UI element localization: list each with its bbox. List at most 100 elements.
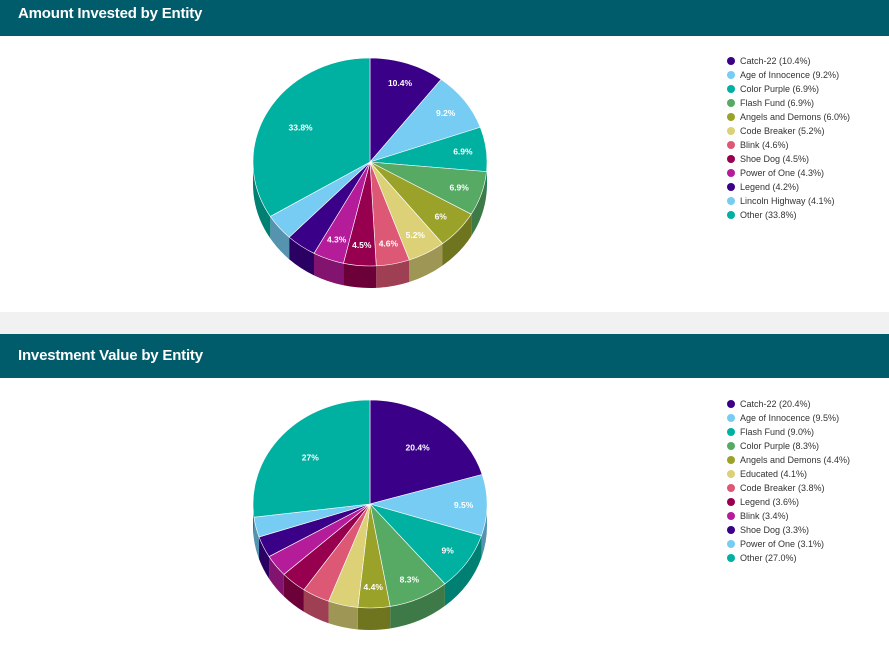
data-label-catch-22: 10.4%: [388, 78, 413, 88]
legend-swatch: [727, 484, 735, 492]
legend-item-color-purple[interactable]: Color Purple (8.3%): [727, 439, 850, 453]
pie-side-legend: [283, 574, 304, 612]
legend-swatch: [727, 57, 735, 65]
legend-label: Color Purple (6.9%): [740, 84, 820, 94]
legend-item-code-breaker[interactable]: Code Breaker (3.8%): [727, 481, 850, 495]
amount-invested-pie-chart: 10.4% 9.2% 6.9% 6.9% 6% 5.2% 4.6% 4.5% 4.3% 33.8%: [252, 58, 488, 288]
legend-swatch: [727, 211, 735, 219]
legend-swatch: [727, 155, 735, 163]
data-label-age-of-innocence: 9.2%: [436, 108, 456, 118]
data-label-shoe-dog: 4.5%: [352, 240, 372, 250]
amount-invested-panel: Amount Invested by Entity 10.4% 9.2% 6.9% 6…: [0, 0, 889, 312]
legend-swatch: [727, 183, 735, 191]
legend-swatch: [727, 456, 735, 464]
legend-item-legend[interactable]: Legend (3.6%): [727, 495, 850, 509]
legend-label: Blink (4.6%): [740, 140, 789, 150]
legend-swatch: [727, 99, 735, 107]
legend-item-angels-and-demons[interactable]: Angels and Demons (4.4%): [727, 453, 850, 467]
data-label-other: 33.8%: [289, 122, 314, 132]
legend-swatch: [727, 141, 735, 149]
legend-label: Code Breaker (3.8%): [740, 483, 825, 493]
pie-slice-catch-22[interactable]: [369, 400, 483, 505]
legend-label: Age of Innocence (9.2%): [740, 70, 840, 80]
legend-item-code-breaker[interactable]: Code Breaker (5.2%): [727, 124, 850, 138]
pie-side-code-breaker: [409, 243, 443, 282]
pie-slice-catch-22[interactable]: [369, 58, 442, 163]
legend-label: Code Breaker (5.2%): [740, 126, 825, 136]
pie-side-power-of-one: [253, 517, 260, 559]
legend-label: Blink (3.4%): [740, 511, 789, 521]
legend-item-power-of-one[interactable]: Power of One (3.1%): [727, 537, 850, 551]
legend-item-age-of-innocence[interactable]: Age of Innocence (9.5%): [727, 411, 850, 425]
pie-side-age-of-innocence: [481, 504, 487, 558]
pie-side-lincoln-highway: [270, 216, 290, 260]
legend-item-angels-and-demons[interactable]: Angels and Demons (6.0%): [727, 110, 850, 124]
amount-invested-legend: Catch-22 (10.4%) Age of Innocence (9.2%) C…: [727, 54, 850, 222]
pie-side-blink: [269, 556, 284, 597]
legend-item-lincoln-highway[interactable]: Lincoln Highway (4.1%): [727, 194, 850, 208]
pie-side-shoe-dog: [259, 536, 270, 579]
legend-item-blink[interactable]: Blink (3.4%): [727, 509, 850, 523]
legend-label: Flash Fund (9.0%): [740, 427, 815, 437]
legend-label: Catch-22 (20.4%): [740, 399, 811, 409]
legend-label: Age of Innocence (9.5%): [740, 413, 840, 423]
legend-label: Educated (4.1%): [740, 469, 808, 479]
legend-item-catch-22[interactable]: Catch-22 (20.4%): [727, 397, 850, 411]
data-label-color-purple: 6.9%: [453, 147, 473, 157]
legend-item-flash-fund[interactable]: Flash Fund (6.9%): [727, 96, 850, 110]
panel-title: Amount Invested by Entity: [0, 0, 889, 36]
legend-swatch: [727, 512, 735, 520]
pie-side-angels-and-demons: [357, 606, 391, 630]
data-label-power-of-one: 4.3%: [327, 235, 347, 245]
data-label-other: 27%: [302, 452, 319, 462]
legend-label: Shoe Dog (4.5%): [740, 154, 810, 164]
data-label-flash-fund: 9%: [441, 545, 454, 555]
legend-item-age-of-innocence[interactable]: Age of Innocence (9.2%): [727, 68, 850, 82]
legend-item-legend[interactable]: Legend (4.2%): [727, 180, 850, 194]
legend-swatch: [727, 169, 735, 177]
legend-swatch: [727, 113, 735, 121]
legend-swatch: [727, 414, 735, 422]
legend-item-color-purple[interactable]: Color Purple (6.9%): [727, 82, 850, 96]
legend-item-catch-22[interactable]: Catch-22 (10.4%): [727, 54, 850, 68]
data-label-angels-and-demons: 6%: [435, 211, 448, 221]
legend-swatch: [727, 71, 735, 79]
legend-item-educated[interactable]: Educated (4.1%): [727, 467, 850, 481]
investment-value-legend: Catch-22 (20.4%) Age of Innocence (9.5%) F…: [727, 397, 850, 565]
legend-label: Angels and Demons (4.4%): [740, 455, 851, 465]
legend-item-power-of-one[interactable]: Power of One (4.3%): [727, 166, 850, 180]
pie-side-flash-fund: [444, 535, 482, 606]
investment-value-pie-chart: 20.4% 9.5% 9% 8.3% 4.4% 27%: [252, 400, 488, 630]
legend-label: Shoe Dog (3.3%): [740, 525, 810, 535]
legend-label: Other (33.8%): [740, 210, 797, 220]
legend-swatch: [727, 470, 735, 478]
legend-item-flash-fund[interactable]: Flash Fund (9.0%): [727, 425, 850, 439]
legend-item-other[interactable]: Other (33.8%): [727, 208, 850, 222]
legend-swatch: [727, 526, 735, 534]
legend-swatch: [727, 428, 735, 436]
legend-swatch: [727, 127, 735, 135]
investment-value-panel: Investment Value by Entity 20.4% 9.5% 9% 8.…: [0, 334, 889, 655]
pie-side-code-breaker: [303, 589, 329, 624]
pie-side-color-purple: [390, 583, 445, 629]
pie-slice-other[interactable]: [252, 58, 371, 217]
legend-label: Power of One (3.1%): [740, 539, 825, 549]
legend-item-shoe-dog[interactable]: Shoe Dog (4.5%): [727, 152, 850, 166]
legend-item-blink[interactable]: Blink (4.6%): [727, 138, 850, 152]
data-label-angels-and-demons: 4.4%: [364, 582, 384, 592]
legend-label: Color Purple (8.3%): [740, 441, 820, 451]
pie-side-legend: [289, 237, 315, 276]
data-label-flash-fund: 6.9%: [449, 182, 469, 192]
pie-side-angels-and-demons: [442, 214, 472, 266]
panel-gap: [0, 312, 889, 334]
pie-side-power-of-one: [314, 253, 344, 286]
legend-label: Power of One (4.3%): [740, 168, 825, 178]
legend-item-other[interactable]: Other (27.0%): [727, 551, 850, 565]
legend-label: Legend (3.6%): [740, 497, 800, 507]
legend-item-shoe-dog[interactable]: Shoe Dog (3.3%): [727, 523, 850, 537]
pie-slice-other[interactable]: [252, 400, 371, 518]
pie-side-blink: [376, 259, 410, 288]
legend-label: Legend (4.2%): [740, 182, 800, 192]
pie-side-shoe-dog: [343, 263, 377, 288]
legend-swatch: [727, 498, 735, 506]
